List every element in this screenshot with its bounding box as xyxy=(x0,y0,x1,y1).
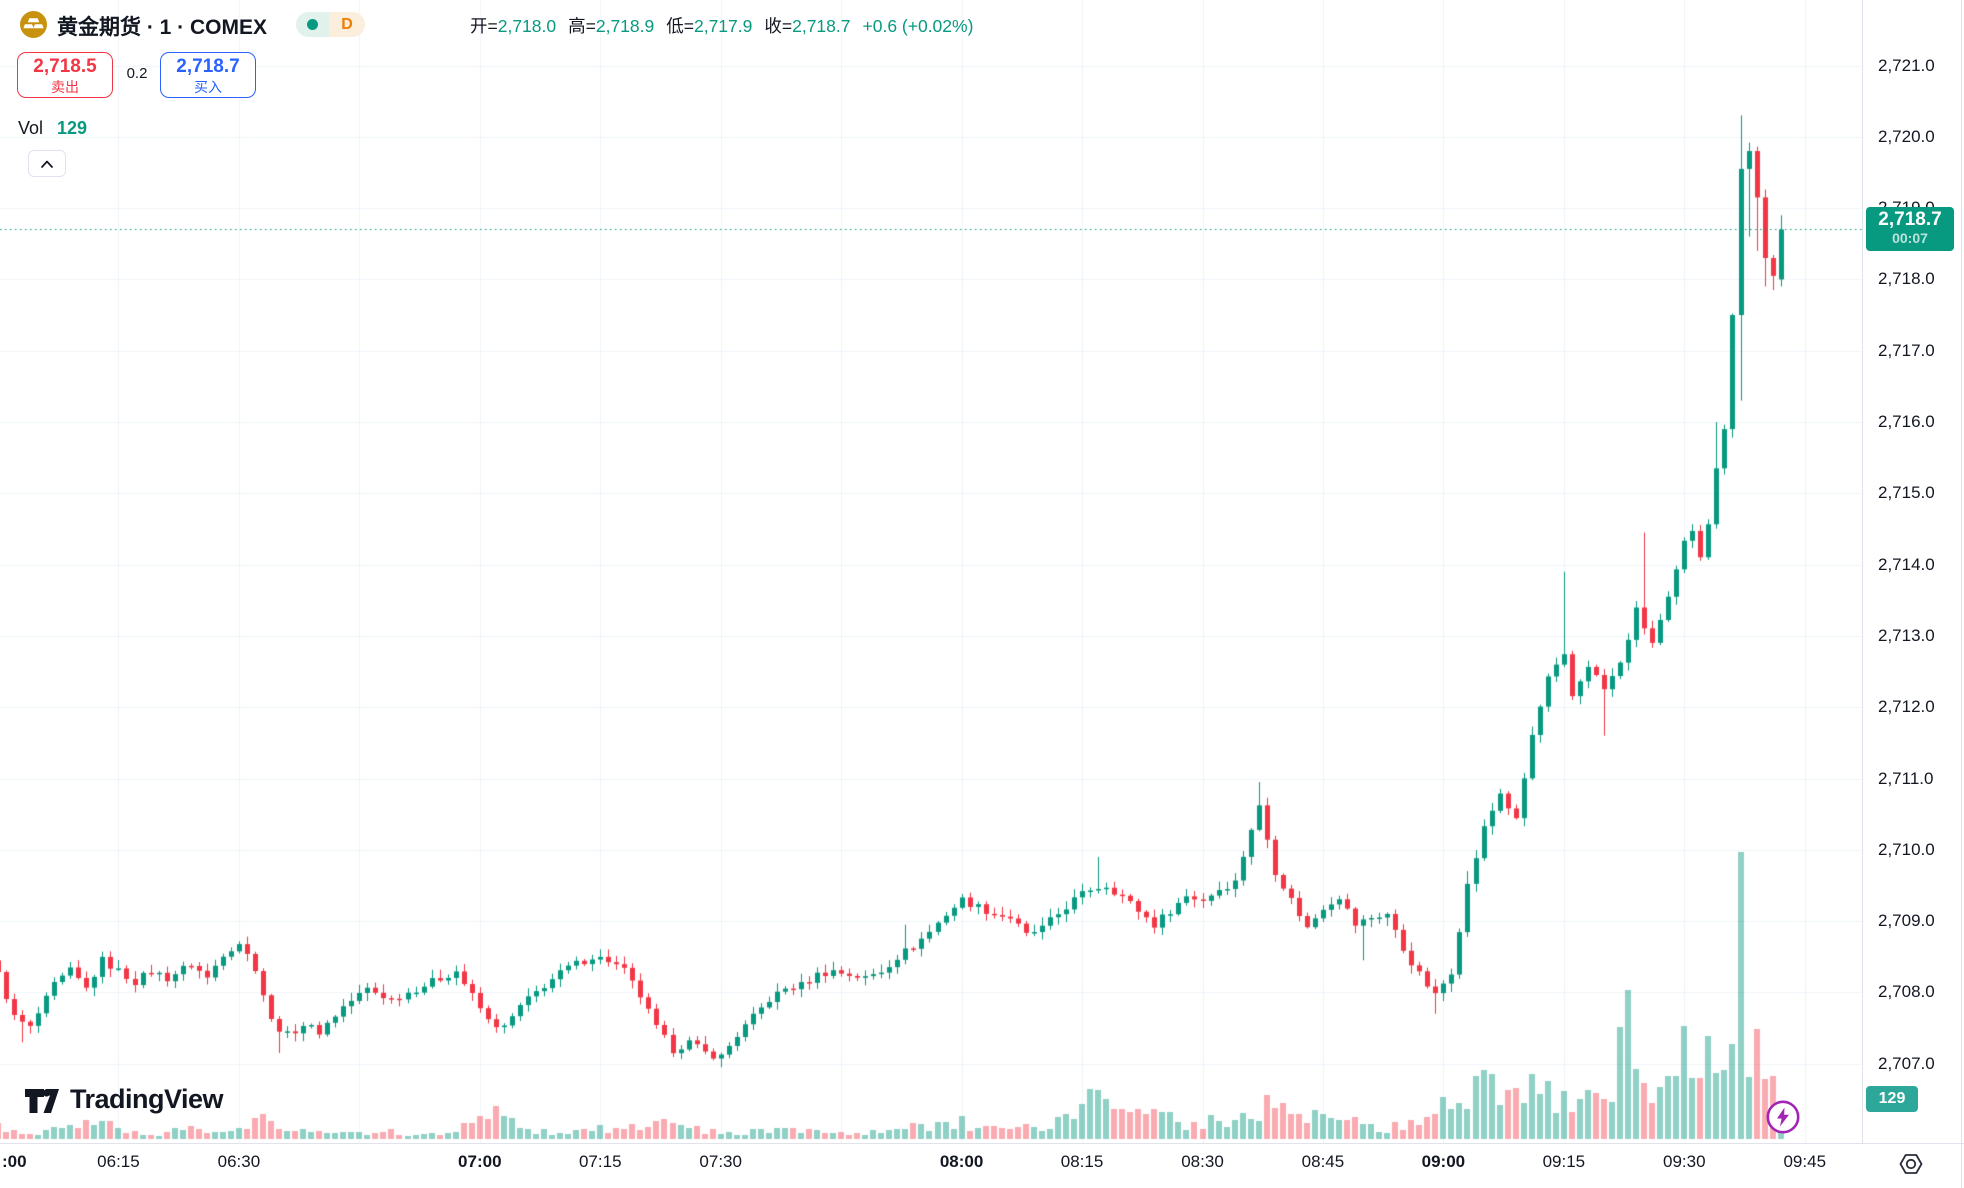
buy-button[interactable]: 2,718.7 买入 xyxy=(160,52,256,98)
window-edge-divider xyxy=(1961,0,1962,1188)
price-axis-label: 2,715.0 xyxy=(1878,483,1935,503)
price-axis-label: 2,716.0 xyxy=(1878,412,1935,431)
vol-value: 129 xyxy=(57,118,88,138)
price-axis-label: 2,709.0 xyxy=(1878,911,1935,931)
time-axis-label: 07:00 xyxy=(458,1152,502,1171)
price-axis-label: 2,714.0 xyxy=(1878,554,1935,574)
tradingview-logo-text: TradingView xyxy=(70,1084,224,1114)
price-axis[interactable]: 2,721.02,720.02,719.02,718.02,717.02,716… xyxy=(1862,0,1964,1143)
price-axis-label: 2,717.0 xyxy=(1878,340,1935,360)
open-label: 开= xyxy=(470,16,498,36)
close-label: 收= xyxy=(764,16,793,36)
lightning-icon xyxy=(1766,1100,1800,1134)
quick-trade-button[interactable] xyxy=(1765,1099,1801,1135)
time-axis-label: 07:30 xyxy=(699,1152,742,1171)
time-axis-label: 09:30 xyxy=(1663,1152,1706,1171)
time-axis-label: 08:30 xyxy=(1181,1152,1224,1171)
interval-badge: D xyxy=(341,15,353,33)
price-axis-label: 2,710.0 xyxy=(1878,839,1935,859)
last-price-value: 2,718.7 xyxy=(1878,209,1942,231)
price-axis-label: 2,712.0 xyxy=(1878,697,1935,717)
tradingview-logo-mark xyxy=(25,1088,59,1113)
sell-label: 卖出 xyxy=(51,79,79,95)
chevron-up-icon xyxy=(41,160,53,168)
buy-label: 买入 xyxy=(194,79,222,95)
price-axis-label: 2,708.0 xyxy=(1878,982,1935,1002)
time-axis-label: 06:15 xyxy=(97,1152,140,1171)
symbol-title[interactable]: 黄金期货 · 1 · COMEX xyxy=(57,16,268,39)
buy-price: 2,718.7 xyxy=(176,56,240,77)
chart-legend: 黄金期货 · 1 · COMEX D 开=2,718.0 高=2,718.9 低=2… xyxy=(0,0,973,190)
gold-bars-icon xyxy=(20,11,47,38)
volume-last-value-badge: 129 xyxy=(1866,1086,1918,1112)
price-axis-label: 2,711.0 xyxy=(1878,768,1934,788)
open-value: 2,718.0 xyxy=(497,16,557,36)
price-chart-canvas[interactable] xyxy=(0,0,1862,1143)
market-status-pill[interactable]: D xyxy=(296,12,365,37)
time-axis-label: 07:15 xyxy=(578,1152,622,1171)
time-axis-label: 08:15 xyxy=(1060,1152,1104,1171)
time-axis-label: 06:30 xyxy=(217,1152,261,1171)
bid-ask-spread: 0.2 xyxy=(126,65,148,82)
ohlc-legend: 开=2,718.0 高=2,718.9 低=2,717.9 收=2,718.7 +0.6… xyxy=(470,13,985,38)
price-axis-label: 2,721.0 xyxy=(1878,55,1935,75)
volume-legend: Vol 129 xyxy=(18,118,87,139)
price-axis-label: 2,718.0 xyxy=(1878,269,1935,289)
time-axis-label: 08:00 xyxy=(939,1152,984,1171)
time-axis-label: 09:00 xyxy=(1421,1152,1466,1171)
high-label: 高= xyxy=(568,16,596,36)
time-axis-label: 09:15 xyxy=(1542,1152,1586,1171)
close-value: 2,718.7 xyxy=(792,16,851,36)
bar-countdown: 00:07 xyxy=(1892,230,1928,247)
time-axis-label: 09:45 xyxy=(1783,1152,1827,1171)
price-axis-label: 2,720.0 xyxy=(1878,126,1935,146)
tradingview-logo[interactable]: TradingView xyxy=(24,1084,224,1115)
last-price-badge: 2,718.7 00:07 xyxy=(1866,207,1954,252)
time-axis-label: 08:45 xyxy=(1301,1152,1345,1171)
collapse-legend-button[interactable] xyxy=(28,150,66,177)
time-axis-label: :00 xyxy=(2,1152,27,1171)
hexagon-settings-icon xyxy=(1899,1154,1923,1174)
sell-button[interactable]: 2,718.5 卖出 xyxy=(17,52,113,98)
price-axis-label: 2,713.0 xyxy=(1878,625,1935,645)
price-axis-label: 2,707.0 xyxy=(1878,1053,1935,1073)
interval-badge-half: D xyxy=(329,12,365,37)
time-axis-settings-icon[interactable] xyxy=(1896,1149,1926,1184)
change-value: +0.6 (+0.02%) xyxy=(862,16,974,36)
vol-label: Vol xyxy=(18,118,44,138)
low-value: 2,717.9 xyxy=(693,16,753,36)
sell-price: 2,718.5 xyxy=(33,56,97,77)
high-value: 2,718.9 xyxy=(595,16,655,36)
time-axis[interactable]: :00 06:15 06:30 07:00 07:15 07:30 08:00 08:15 08… xyxy=(0,1143,1964,1188)
gold-futures-icon xyxy=(20,11,47,38)
market-open-dot xyxy=(307,19,318,30)
low-label: 低= xyxy=(666,16,694,36)
market-status-half xyxy=(296,12,329,37)
